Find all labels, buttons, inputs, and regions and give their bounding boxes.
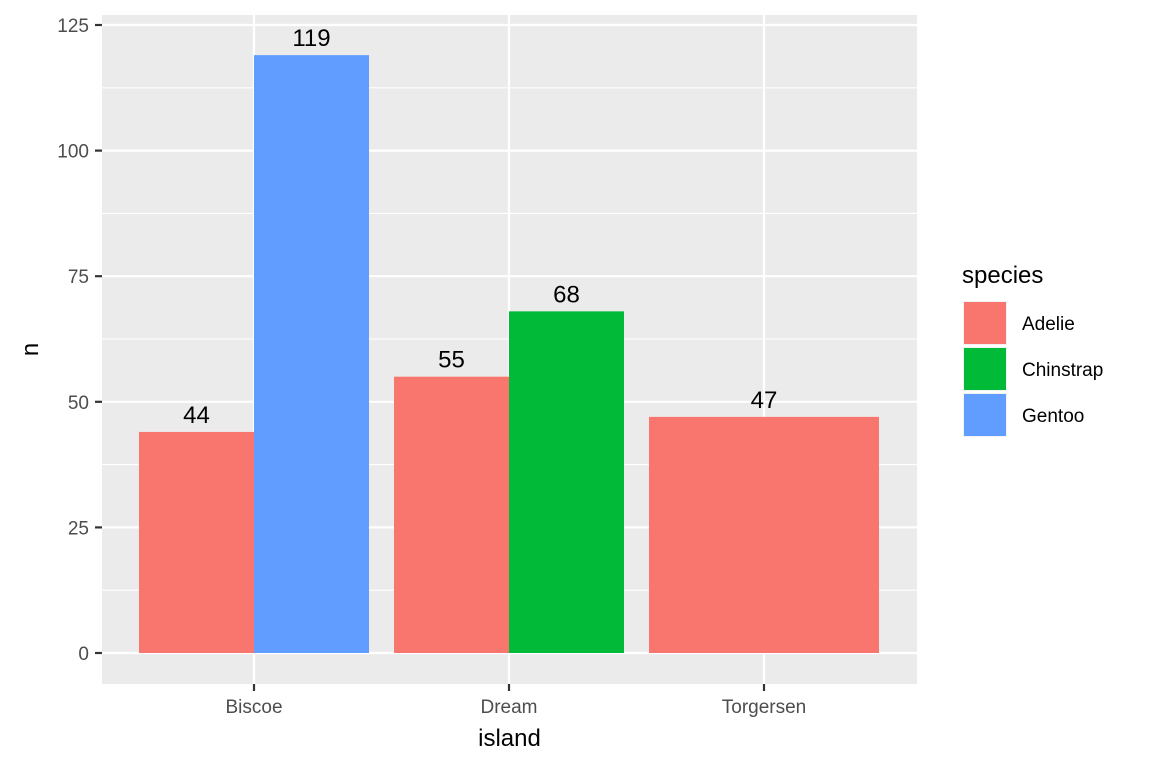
legend: species Adelie Chinstrap Gentoo — [962, 262, 1103, 437]
legend-label: Gentoo — [1022, 406, 1084, 427]
bar-value-label: 47 — [751, 387, 778, 414]
y-tick-label: 75 — [68, 267, 89, 288]
legend-title: species — [962, 262, 1043, 289]
bar-value-label: 68 — [553, 281, 580, 308]
bar-biscoe-adelie — [139, 431, 254, 653]
y-tick-label: 125 — [57, 16, 89, 37]
bar-torgersen-adelie — [649, 416, 879, 653]
x-axis-title: island — [478, 725, 541, 752]
x-tick-label: Dream — [480, 697, 537, 718]
x-axis: Biscoe Dream Torgersen — [225, 684, 806, 718]
x-tick-label: Torgersen — [722, 697, 807, 718]
bar-value-label: 55 — [438, 347, 465, 374]
y-tick-label: 25 — [68, 518, 89, 539]
bar-value-label: 44 — [183, 402, 210, 429]
y-axis-title: n — [17, 343, 44, 356]
legend-swatch-chinstrap — [964, 348, 1006, 390]
y-axis: 0 25 50 75 100 125 — [57, 16, 102, 665]
bar-labels-layer: 44 119 55 68 47 — [183, 25, 777, 429]
bars-layer — [139, 55, 879, 654]
bar-value-label: 119 — [292, 25, 330, 52]
bar-biscoe-gentoo — [254, 55, 369, 654]
x-tick-label: Biscoe — [225, 697, 282, 718]
bar-dream-adelie — [394, 376, 509, 653]
y-tick-label: 100 — [57, 142, 89, 163]
legend-swatch-adelie — [964, 302, 1006, 344]
bar-dream-chinstrap — [509, 311, 624, 653]
y-tick-label: 50 — [68, 393, 89, 414]
legend-label: Chinstrap — [1022, 360, 1103, 381]
legend-label: Adelie — [1022, 314, 1075, 335]
legend-swatch-gentoo — [964, 394, 1006, 436]
y-tick-label: 0 — [78, 644, 89, 665]
